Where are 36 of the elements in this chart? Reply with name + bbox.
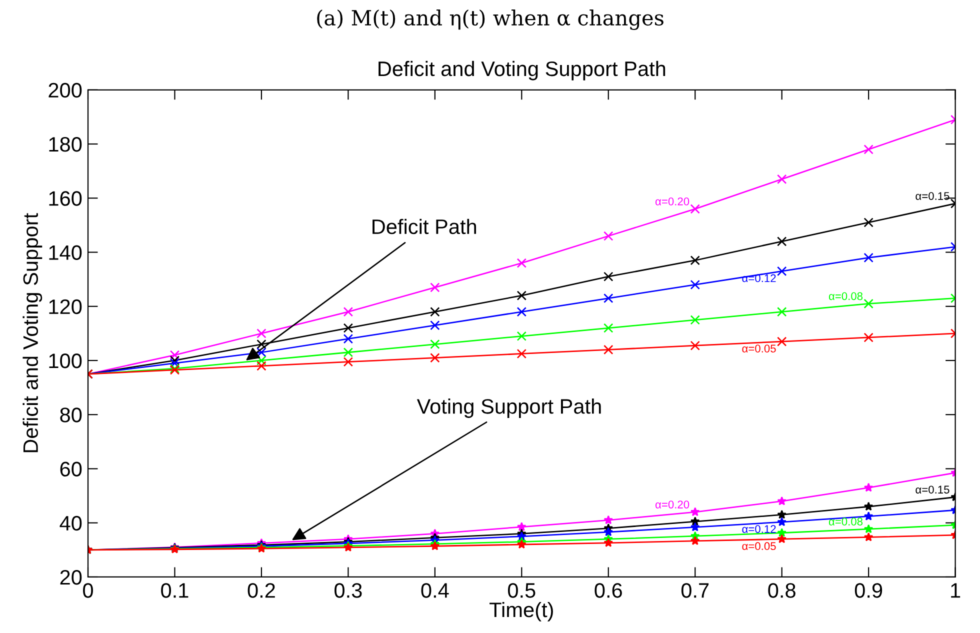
x-tick-label: 1 [951, 583, 960, 598]
series-label: α=0.20 [655, 198, 690, 206]
x-tick-label: 0.3 [334, 583, 362, 598]
legend-label: α=0.15 [916, 192, 950, 200]
annotation: Voting Support Path [416, 398, 601, 418]
x-tick-label: 0.5 [508, 583, 536, 598]
x-tick-label: 0 [83, 583, 93, 598]
chart-subtitle: (a) M(t) and η(t) when α changes [317, 9, 664, 30]
y-tick-label: 60 [60, 462, 82, 476]
x-tick-label: 0.9 [854, 583, 882, 598]
x-tick-label: 0.8 [768, 583, 796, 598]
x-tick-label: 0.4 [421, 583, 449, 598]
y-axis-title: Deficit and Voting Support [22, 213, 42, 452]
chart-title: Deficit and Voting Support Path [378, 60, 666, 80]
y-tick-label: 40 [60, 516, 82, 531]
x-tick-label: 0.6 [594, 583, 622, 598]
y-tick-label: 200 [48, 82, 82, 98]
y-tick-label: 160 [49, 191, 82, 206]
series-label: α=0.20 [655, 500, 690, 508]
y-tick-label: 140 [49, 245, 82, 260]
x-tick-label: 0.7 [681, 583, 709, 598]
x-tick-label: 0.2 [248, 583, 275, 598]
y-tick-label: 120 [49, 299, 82, 314]
series-label: α=0.05 [742, 542, 776, 550]
series-label: α=0.08 [828, 518, 863, 526]
y-tick-label: 100 [49, 353, 82, 368]
series-label: α=0.12 [742, 525, 776, 533]
y-tick-label: 20 [60, 570, 82, 585]
series-label: α=0.05 [742, 344, 776, 352]
y-tick-label: 180 [49, 137, 82, 152]
series-label: α=0.08 [828, 292, 863, 300]
x-tick-label: 0.1 [161, 583, 188, 598]
y-tick-label: 80 [60, 408, 82, 422]
annotation: Deficit Path [372, 218, 476, 234]
series-label: α=0.15 [916, 486, 950, 494]
x-axis-title: Time(t) [490, 602, 553, 622]
